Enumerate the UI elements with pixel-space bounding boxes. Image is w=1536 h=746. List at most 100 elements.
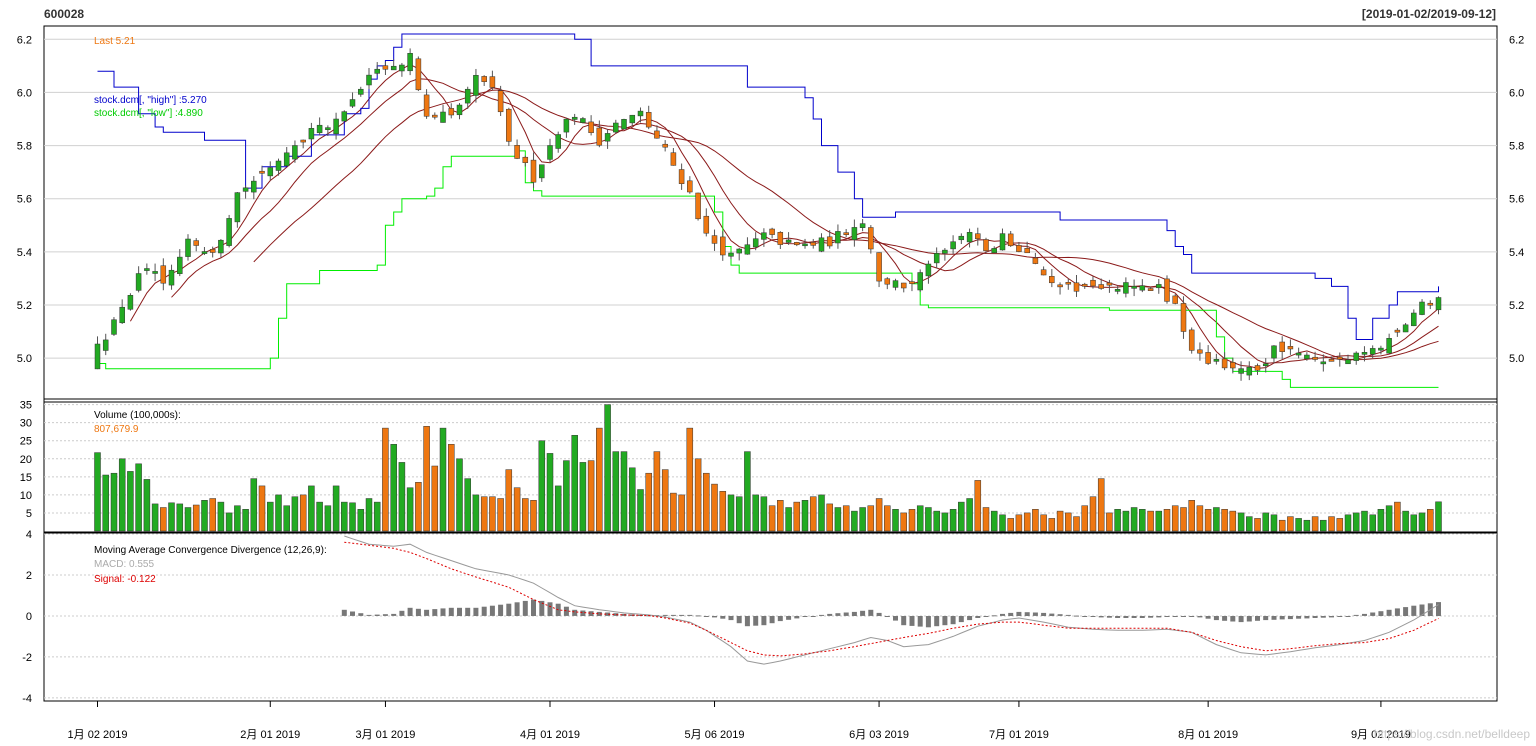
- volume-bar: [884, 505, 891, 532]
- volume-bar: [1040, 514, 1047, 532]
- macd-histogram-bar: [769, 616, 775, 624]
- volume-bar: [110, 472, 118, 532]
- price-ytick-left: 5.8: [17, 141, 32, 153]
- ma-20-line: [253, 89, 1439, 361]
- macd-histogram-bar: [925, 616, 931, 628]
- volume-bar: [1352, 512, 1360, 532]
- macd-histogram-bar: [424, 609, 430, 616]
- candle-body: [859, 223, 866, 228]
- macd-histogram-bar: [350, 611, 355, 616]
- candle-body: [168, 269, 175, 286]
- volume-frame: [43, 398, 1498, 533]
- macd-ytick: -4: [22, 693, 32, 705]
- volume-bar: [1106, 512, 1113, 532]
- candle-body: [876, 252, 882, 282]
- volume-bar: [629, 467, 636, 532]
- macd-histogram-bar: [531, 599, 536, 616]
- candle-body: [333, 118, 339, 135]
- candle-body: [464, 88, 471, 104]
- candle-body: [1238, 368, 1244, 374]
- volume-bar: [719, 491, 727, 532]
- macd-histogram-bar: [415, 608, 421, 616]
- macd-histogram-bar: [1172, 616, 1178, 617]
- volume-bar: [1270, 514, 1278, 532]
- volume-bar: [785, 507, 792, 532]
- macd-histogram-bar: [1222, 616, 1228, 621]
- macd-histogram-bar: [967, 616, 973, 621]
- macd-histogram-bar: [613, 613, 619, 616]
- macd-histogram-bar: [851, 611, 857, 616]
- macd-histogram-bar: [810, 616, 816, 617]
- candle-body: [950, 241, 956, 250]
- volume-bar: [151, 503, 159, 532]
- macd-histogram-bar: [868, 609, 874, 616]
- candle-body: [851, 227, 858, 241]
- volume-bar: [1081, 505, 1088, 532]
- macd-histogram-bar: [1024, 612, 1030, 616]
- price-frame: [43, 25, 1498, 403]
- macd-histogram-bar: [563, 606, 569, 616]
- volume-bar: [464, 478, 471, 532]
- candle-body: [736, 248, 742, 254]
- macd-histogram-bar: [983, 616, 989, 617]
- volume-bar: [1188, 500, 1195, 532]
- price-ytick-right: 5.2: [1509, 300, 1524, 312]
- candle-body: [448, 108, 455, 116]
- candle-body: [1098, 284, 1104, 289]
- volume-bar: [571, 435, 578, 532]
- volume-bar: [1048, 518, 1056, 532]
- volume-bar: [1287, 516, 1294, 532]
- candle-body: [1213, 359, 1220, 362]
- candle-body: [292, 145, 298, 160]
- candle-body: [571, 116, 578, 120]
- macd-histogram-bar: [1362, 613, 1367, 616]
- candle-body: [621, 119, 627, 130]
- candle-body: [703, 215, 710, 234]
- candle-body: [1123, 282, 1129, 294]
- macd-histogram-bar: [1370, 612, 1376, 616]
- xtick-label: 7月 01 2019: [989, 729, 1049, 741]
- volume-bar: [341, 501, 348, 532]
- candle-body: [218, 239, 224, 254]
- candle-body: [909, 281, 915, 284]
- macd-histogram-bar: [1131, 616, 1137, 618]
- price-ytick-left: 5.0: [17, 353, 32, 365]
- volume-bar: [834, 507, 842, 532]
- axis-labels: 5.0 5.0 5.2 5.2 5.4 5.4 5.6 5.6 5.8 5.8 6.0 6.0 6.2 6…: [17, 34, 1525, 741]
- volume-bar: [135, 463, 142, 532]
- candle-body: [983, 239, 989, 252]
- candle-body: [522, 156, 529, 163]
- candle-body: [596, 127, 603, 146]
- candle-body: [687, 180, 693, 193]
- volume-bar: [267, 501, 274, 532]
- macd-histogram-bar: [728, 616, 734, 621]
- candle-body: [1180, 303, 1187, 332]
- candle-body: [259, 170, 265, 174]
- macd-histogram-bar: [1148, 616, 1154, 618]
- candle-body: [374, 68, 380, 74]
- candle-body: [1411, 312, 1417, 327]
- volume-bar: [966, 498, 973, 532]
- volume-bar: [1295, 518, 1302, 532]
- volume-bar: [1163, 509, 1171, 532]
- volume-bar: [406, 487, 414, 532]
- candle-body: [1081, 283, 1088, 287]
- candle-body: [975, 233, 981, 240]
- volume-bar: [242, 509, 249, 532]
- macd-histogram-bar: [457, 607, 462, 616]
- macd-histogram-bar: [1271, 616, 1277, 620]
- price-panel: [94, 33, 1442, 388]
- volume-bar: [1254, 518, 1261, 532]
- candle-body: [316, 124, 323, 134]
- volume-bar: [258, 485, 266, 532]
- candle-body: [1057, 284, 1063, 288]
- candle-body: [1435, 297, 1442, 311]
- macd-histogram-bar: [374, 614, 380, 616]
- macd-histogram-bar: [1304, 616, 1310, 619]
- macd-histogram-bar: [753, 616, 759, 626]
- macd-histogram-bar: [744, 616, 750, 627]
- macd-histogram-bar: [1074, 615, 1079, 617]
- volume-bar: [357, 509, 365, 532]
- candle-body: [1156, 284, 1162, 289]
